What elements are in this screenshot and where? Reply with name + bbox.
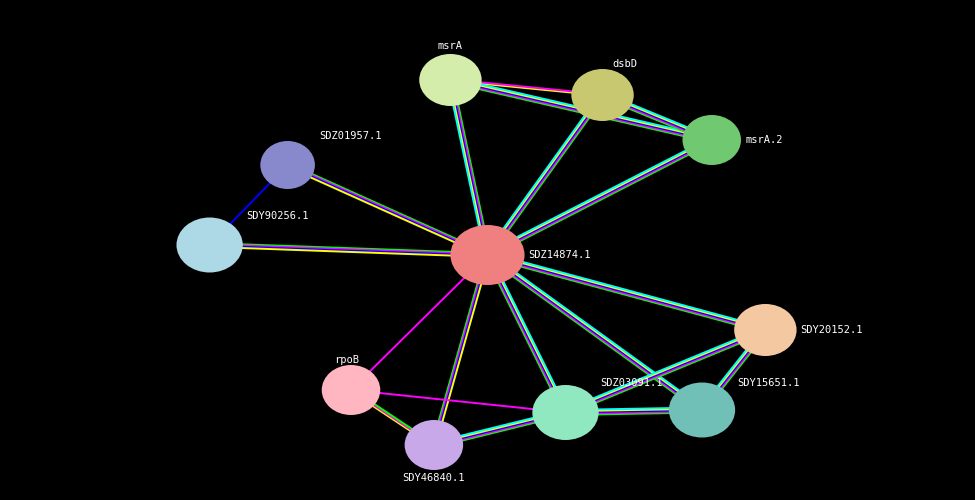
Ellipse shape [682, 115, 741, 165]
Text: SDZ14874.1: SDZ14874.1 [528, 250, 591, 260]
Text: rpoB: rpoB [333, 355, 359, 365]
Text: SDZ03091.1: SDZ03091.1 [601, 378, 663, 388]
Text: dsbD: dsbD [612, 59, 638, 69]
Ellipse shape [734, 304, 797, 356]
Text: msrA: msrA [438, 41, 463, 51]
Text: msrA.2: msrA.2 [746, 135, 783, 145]
Text: SDY20152.1: SDY20152.1 [800, 325, 863, 335]
Text: SDY90256.1: SDY90256.1 [247, 211, 309, 221]
Ellipse shape [176, 218, 243, 272]
Text: SDZ01957.1: SDZ01957.1 [319, 131, 381, 141]
Ellipse shape [532, 385, 599, 440]
Ellipse shape [405, 420, 463, 470]
Ellipse shape [419, 54, 482, 106]
Ellipse shape [571, 69, 634, 121]
Ellipse shape [260, 141, 315, 189]
Ellipse shape [450, 225, 525, 285]
Ellipse shape [322, 365, 380, 415]
Text: SDY46840.1: SDY46840.1 [403, 473, 465, 483]
Ellipse shape [669, 382, 735, 438]
Text: SDY15651.1: SDY15651.1 [737, 378, 800, 388]
